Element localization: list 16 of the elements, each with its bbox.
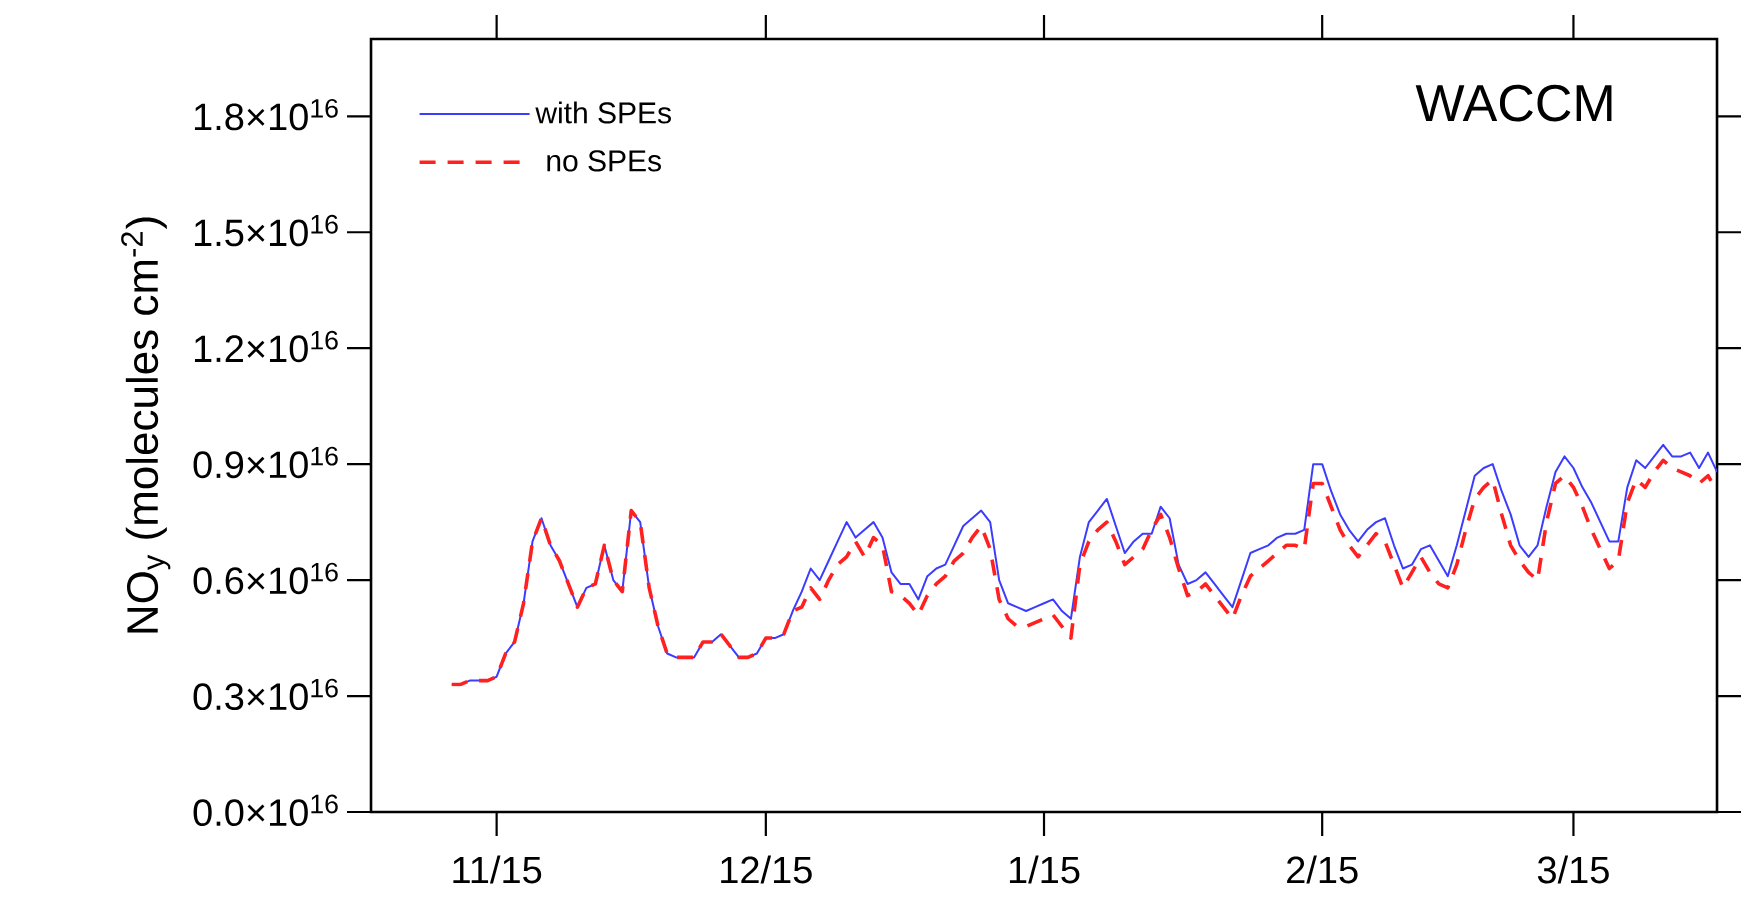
y-axis-title: NO$_{y}$ (molecules cm$^{-2}$) bbox=[121, 217, 171, 633]
x-tick-label: 1/15 bbox=[1009, 855, 1080, 884]
x-tick-label: 2/15 bbox=[1287, 855, 1358, 884]
y-tick-label: 0.0×10$^{16}$ bbox=[193, 794, 338, 827]
annotation: WACCM bbox=[1415, 84, 1612, 122]
legend-label: no SPEs bbox=[547, 150, 661, 172]
y-tick-label: 0.9×10$^{16}$ bbox=[193, 446, 338, 479]
x-tick-label: 11/15 bbox=[453, 855, 542, 884]
x-tick-label: 12/15 bbox=[721, 855, 812, 884]
y-tick-label: 1.2×10$^{16}$ bbox=[194, 330, 338, 363]
legend-label: with SPEs bbox=[535, 101, 671, 124]
y-tick-label: 0.3×10$^{16}$ bbox=[193, 678, 338, 711]
x-tick-label: 3/15 bbox=[1537, 855, 1609, 884]
y-tick-label: 1.8×10$^{16}$ bbox=[194, 98, 338, 131]
y-tick-label: 1.5×10$^{16}$ bbox=[194, 214, 338, 247]
y-tick-label: 0.6×10$^{16}$ bbox=[193, 562, 338, 595]
